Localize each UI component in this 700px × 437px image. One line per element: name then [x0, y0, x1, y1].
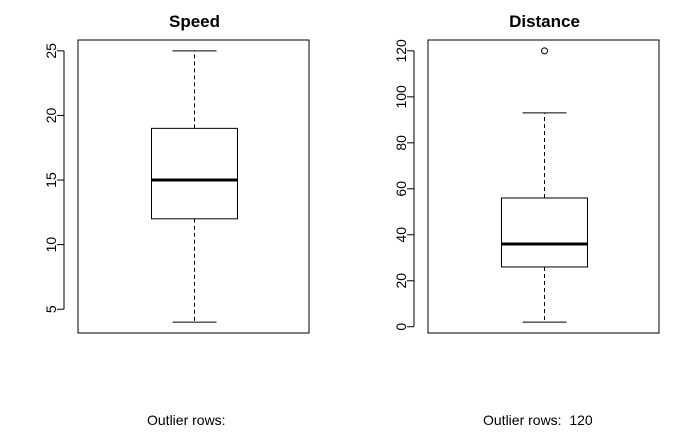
- speed-outlier-label: Outlier rows:: [147, 412, 226, 428]
- distance-outlier-point: [541, 47, 548, 55]
- distance-y-tick-label: 100: [393, 85, 409, 109]
- distance-panel: Distance 0 20 40 60 80 100 120: [393, 12, 660, 334]
- distance-title: Distance: [509, 12, 580, 31]
- distance-y-tick-label: 0: [393, 323, 409, 331]
- distance-y-tick-label: 60: [393, 181, 409, 197]
- speed-iqr-box: [151, 127, 238, 220]
- distance-plot-frame: [427, 39, 660, 334]
- speed-outlier-caption: Outlier rows:: [147, 412, 233, 428]
- distance-y-tick-label: 40: [393, 227, 409, 243]
- distance-outlier-caption: Outlier rows: 120: [483, 412, 593, 428]
- speed-y-tick-label: 5: [43, 305, 59, 313]
- distance-y-tick-label: 80: [393, 135, 409, 151]
- distance-iqr-box: [501, 197, 588, 268]
- speed-panel: Speed 5 10 15 20 25: [43, 12, 310, 334]
- speed-y-tick-label: 10: [43, 237, 59, 253]
- speed-y-tick-label: 25: [43, 43, 59, 59]
- speed-y-tick-label: 15: [43, 172, 59, 188]
- distance-outlier-rows: 120: [569, 412, 593, 428]
- speed-plot-frame: [77, 39, 310, 334]
- distance-outlier-label: Outlier rows:: [483, 412, 562, 428]
- speed-y-tick-label: 20: [43, 107, 59, 123]
- distance-y-tick-label: 120: [393, 39, 409, 63]
- distance-y-tick-label: 20: [393, 273, 409, 289]
- speed-title: Speed: [169, 12, 220, 31]
